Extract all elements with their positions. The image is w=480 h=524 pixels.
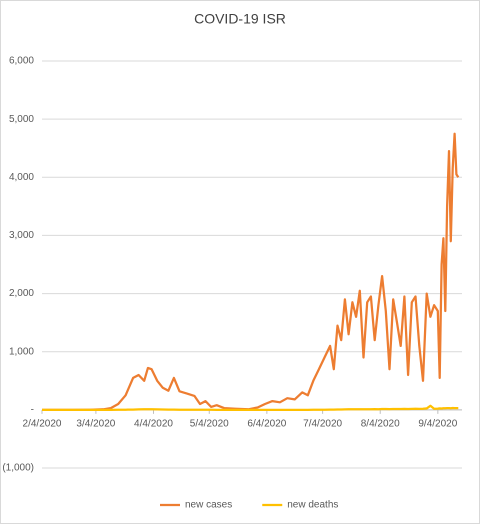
x-tick-label: 9/4/2020 [418,418,457,429]
y-tick-label: 2,000 [9,288,34,299]
y-tick-label: 5,000 [9,114,34,125]
x-tick-label: 5/4/2020 [190,418,229,429]
legend-label: new cases [185,500,232,511]
series-line [42,132,460,412]
x-tick-label: 6/4/2020 [247,418,286,429]
y-tick-label: - [31,404,34,415]
y-tick-label: 4,000 [9,172,34,183]
x-tick-label: 7/4/2020 [303,418,342,429]
x-tick-label: 3/4/2020 [76,418,115,429]
y-tick-label: 3,000 [9,230,34,241]
x-tick-label: 2/4/2020 [23,418,62,429]
x-tick-label: 8/4/2020 [361,418,400,429]
y-tick-label: (1,000) [2,463,34,474]
chart-title: COVID-19 ISR [194,11,286,27]
y-tick-label: 6,000 [9,56,34,67]
y-tick-label: 1,000 [9,346,34,357]
legend-label: new deaths [287,500,338,511]
series-line [42,404,459,412]
x-tick-label: 4/4/2020 [134,418,173,429]
